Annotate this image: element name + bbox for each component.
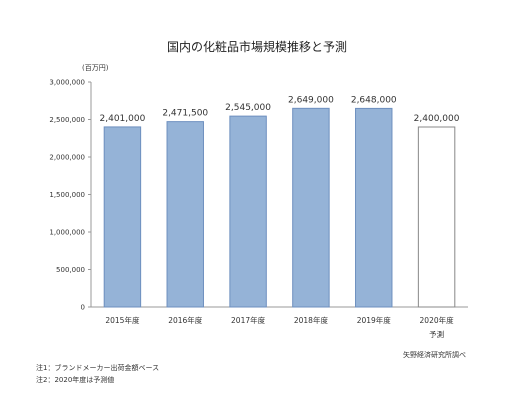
x-tick-label: 2016年度 [168,315,203,325]
x-tick-label: 2019年度 [357,315,392,325]
data-label: 2,401,000 [100,114,146,124]
x-tick-label: 2020年度 [420,315,455,325]
y-tick-label: 0 [81,304,85,312]
chart-title: 国内の化粧品市場規模推移と予測 [166,40,347,54]
y-axis: 0 500,000 1,000,000 1,500,000 2,000,000 2,500… [49,79,468,312]
bar [292,107,330,308]
x-tick-label: 2017年度 [231,315,266,325]
data-label: 2,545,000 [225,103,271,113]
data-label: 2,648,000 [351,95,397,105]
bar [103,126,142,308]
y-tick-label: 2,500,000 [49,116,85,124]
y-tick-label: 2,000,000 [49,154,85,162]
bar [355,107,393,308]
x-tick-label: 2015年度 [105,315,140,325]
y-tick-label: 500,000 [56,266,85,274]
bars [103,107,456,308]
y-tick-label: 1,000,000 [49,229,85,237]
bar [166,121,204,308]
note-1: 注1：ブランドメーカー出荷金額ベース [36,364,160,372]
x-tick-label: 2018年度 [294,315,329,325]
unit-label: (百万円) [82,64,109,72]
y-tick-label: 1,500,000 [49,191,85,199]
x-tick-sublabel: 予測 [429,329,444,339]
data-labels: 2,401,000 2,471,500 2,545,000 2,649,000 2,64… [100,95,460,124]
data-label: 2,400,000 [414,114,460,124]
y-tick-label: 3,000,000 [49,79,85,87]
source-label: 矢野経済研究所調べ [403,351,466,359]
note-2: 注2：2020年度は予測値 [36,376,115,384]
data-label: 2,649,000 [288,95,334,105]
data-label: 2,471,500 [162,109,208,119]
bar [417,126,456,308]
bar [229,115,267,308]
